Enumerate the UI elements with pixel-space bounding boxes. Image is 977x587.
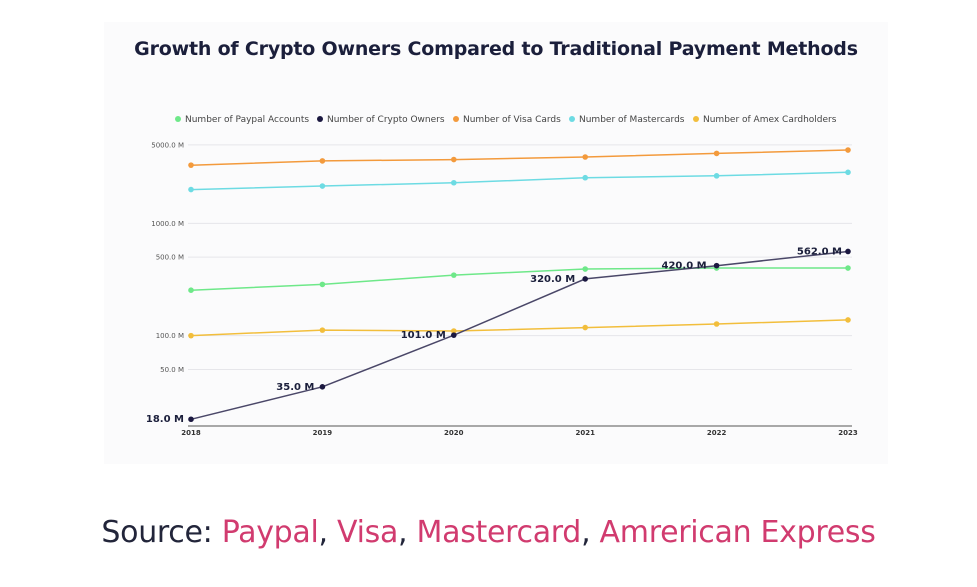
legend-marker — [175, 116, 181, 122]
data-point — [845, 169, 851, 176]
series-line — [190, 171, 849, 191]
data-point — [582, 276, 588, 282]
source-link-american-express[interactable]: Amrerican Express — [599, 515, 876, 550]
data-point — [451, 332, 457, 338]
x-tick-label: 2019 — [313, 429, 333, 437]
data-label: 101.0 M — [401, 330, 446, 341]
legend-label: Number of Visa Cards — [463, 115, 561, 125]
data-point — [319, 384, 326, 390]
source-line: Source: Paypal, Visa, Mastercard, Amreri… — [0, 515, 977, 550]
data-point — [188, 416, 194, 423]
series-line — [190, 149, 849, 166]
source-separator: , — [398, 515, 417, 550]
legend-label: Number of Paypal Accounts — [185, 115, 309, 125]
series-line — [190, 250, 849, 421]
legend-label: Number of Crypto Owners — [327, 115, 445, 125]
data-label: 18.0 M — [146, 414, 184, 425]
data-point — [845, 265, 851, 271]
data-point — [451, 328, 457, 334]
source-link-paypal[interactable]: Paypal — [221, 515, 319, 550]
legend-label: Number of Amex Cardholders — [703, 115, 837, 125]
y-tick-label: 5000.0 M — [151, 141, 184, 149]
data-point — [451, 179, 457, 186]
data-point — [713, 173, 720, 179]
x-tick-label: 2022 — [707, 429, 727, 437]
source-separator: , — [318, 515, 338, 550]
data-point — [582, 154, 588, 160]
data-point — [188, 332, 194, 339]
data-point — [319, 281, 326, 288]
data-label: 420.0 M — [662, 261, 707, 272]
data-point — [188, 287, 194, 293]
legend-marker — [453, 116, 459, 122]
data-point — [582, 266, 588, 272]
data-label: 320.0 M — [530, 274, 575, 285]
y-tick-label: 500.0 M — [156, 254, 184, 262]
source-prefix: Source: — [101, 515, 222, 550]
legend-marker — [569, 116, 575, 122]
series-line — [190, 319, 849, 337]
data-point — [582, 174, 588, 181]
x-tick-label: 2020 — [444, 429, 464, 437]
chart-title: Growth of Crypto Owners Compared to Trad… — [134, 38, 858, 60]
source-separator: , — [581, 515, 600, 550]
data-point — [582, 324, 588, 331]
data-point — [713, 262, 720, 269]
x-tick-label: 2021 — [575, 429, 595, 437]
data-point — [845, 147, 851, 153]
data-label: 562.0 M — [797, 246, 842, 257]
data-point — [188, 186, 194, 193]
legend-marker — [693, 116, 699, 122]
data-point — [451, 272, 457, 278]
legend-marker — [317, 116, 323, 122]
data-point — [845, 317, 851, 323]
data-point — [713, 150, 720, 157]
data-point — [319, 158, 326, 164]
series-line — [190, 267, 848, 291]
data-point — [319, 183, 326, 189]
y-tick-label: 50.0 M — [160, 366, 184, 374]
x-tick-label: 2018 — [181, 429, 201, 437]
source-link-mastercard[interactable]: Mastercard — [416, 515, 582, 550]
data-point — [319, 327, 326, 333]
legend-label: Number of Mastercards — [579, 115, 685, 125]
chart-card — [104, 22, 888, 464]
x-tick-label: 2023 — [838, 429, 858, 437]
y-tick-label: 1000.0 M — [151, 220, 184, 228]
source-link-visa[interactable]: Visa — [337, 515, 399, 550]
data-point — [713, 321, 720, 327]
y-tick-label: 100.0 M — [156, 332, 184, 340]
data-point — [188, 162, 194, 168]
data-label: 35.0 M — [276, 382, 314, 393]
data-point — [845, 248, 851, 255]
data-point — [451, 156, 457, 163]
